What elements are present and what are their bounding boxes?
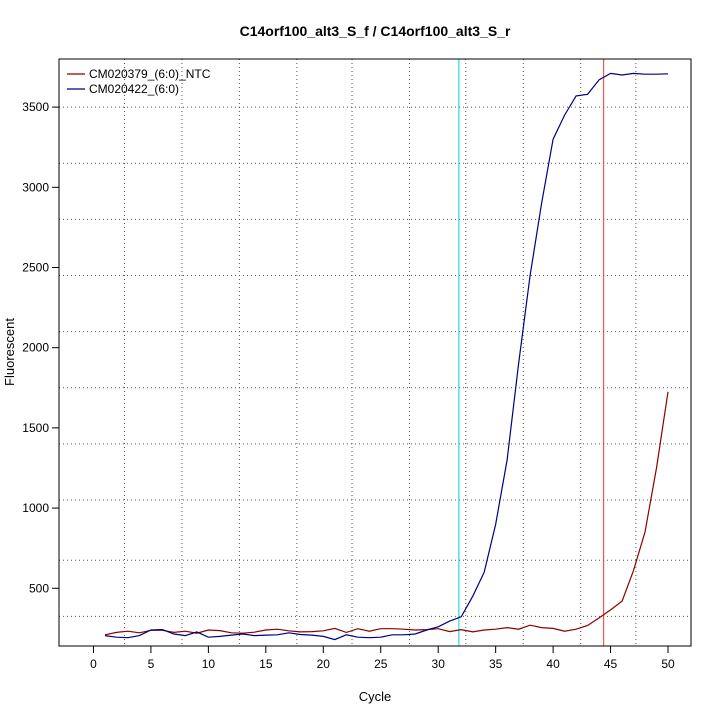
x-tick-label: 35: [489, 657, 503, 671]
y-tick-label: 500: [29, 581, 49, 595]
y-tick-label: 2500: [22, 260, 49, 274]
y-tick-label: 3500: [22, 100, 49, 114]
grid: [59, 59, 691, 646]
x-tick-label: 0: [90, 657, 97, 671]
x-axis-label: Cycle: [359, 689, 392, 704]
y-tick-label: 1000: [22, 501, 49, 515]
x-tick-label: 45: [604, 657, 618, 671]
x-tick-label: 10: [202, 657, 216, 671]
x-tick-label: 40: [546, 657, 560, 671]
series-line: [104, 72, 669, 641]
x-tick-label: 15: [259, 657, 273, 671]
y-axis: 500 1000 1500 2000 2500 3000 3500: [22, 100, 60, 595]
legend-label: CM020379_(6:0)_NTC: [89, 67, 211, 81]
x-tick-label: 25: [374, 657, 388, 671]
y-tick-label: 2000: [22, 341, 49, 355]
chart-title: C14orf100_alt3_S_f / C14orf100_alt3_S_r: [240, 23, 511, 39]
threshold-lines: [458, 59, 605, 646]
x-tick-label: 30: [432, 657, 446, 671]
legend-label: CM020422_(6:0): [89, 82, 179, 96]
y-axis-label: Fluorescent: [2, 318, 17, 386]
x-tick-label: 5: [148, 657, 155, 671]
y-tick-label: 3000: [22, 180, 49, 194]
x-tick-label: 50: [661, 657, 675, 671]
series-lines: [104, 72, 669, 641]
x-tick-label: 20: [317, 657, 331, 671]
y-tick-label: 1500: [22, 421, 49, 435]
x-axis: 0 5 10 15 20 25 30 35 40 45 50: [90, 645, 675, 671]
